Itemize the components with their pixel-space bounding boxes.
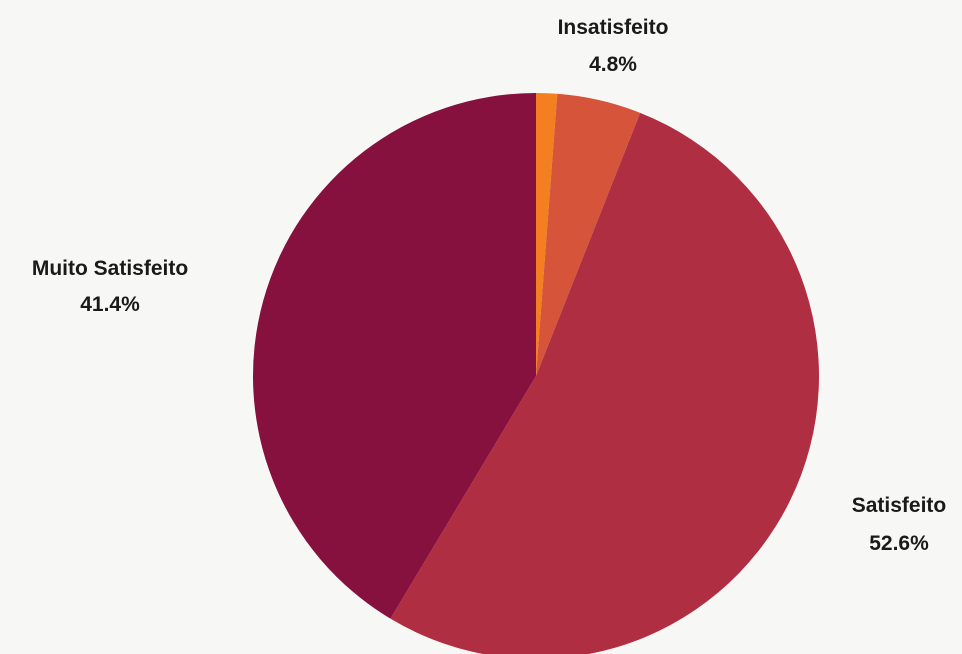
slice-unlabeled-0 xyxy=(536,93,558,376)
value-muito-satisfeito: 41.4% xyxy=(80,293,140,316)
label-muito-satisfeito: Muito Satisfeito xyxy=(32,257,188,280)
slice-muito-satisfeito xyxy=(252,93,536,619)
label-satisfeito: Satisfeito xyxy=(852,494,947,517)
value-insatisfeito: 4.8% xyxy=(589,53,637,76)
label-insatisfeito: Insatisfeito xyxy=(558,16,669,39)
value-satisfeito: 52.6% xyxy=(869,532,929,555)
slice-satisfeito xyxy=(390,112,819,654)
slice-insatisfeito xyxy=(536,93,641,377)
pie-slices xyxy=(252,93,819,654)
